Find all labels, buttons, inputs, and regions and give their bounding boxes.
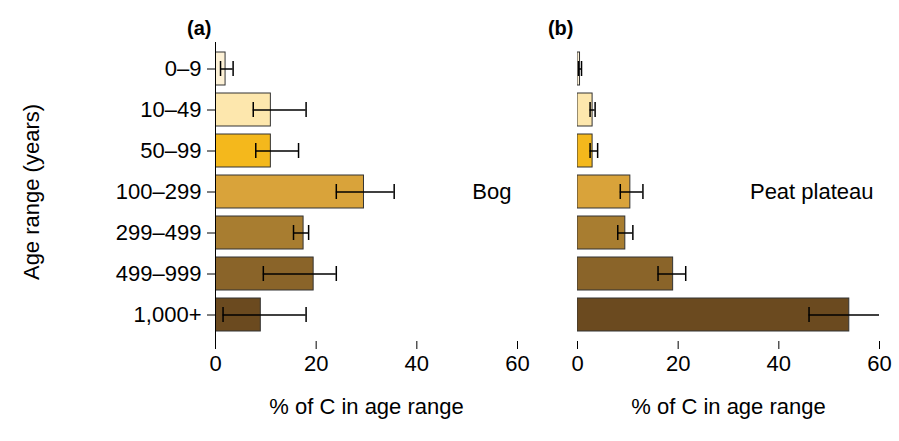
svg-text:60: 60 (505, 351, 529, 376)
svg-text:1,000+: 1,000+ (134, 302, 202, 327)
svg-text:100–299: 100–299 (116, 179, 202, 204)
svg-text:40: 40 (405, 351, 429, 376)
svg-text:Age range (years): Age range (years) (19, 104, 44, 280)
svg-text:499–999: 499–999 (116, 261, 202, 286)
svg-text:0: 0 (209, 351, 221, 376)
svg-text:299–499: 299–499 (116, 220, 202, 245)
svg-text:40: 40 (767, 351, 791, 376)
svg-text:60: 60 (867, 351, 891, 376)
svg-text:0: 0 (571, 351, 583, 376)
svg-text:0–9: 0–9 (165, 56, 202, 81)
svg-text:50–99: 50–99 (140, 138, 201, 163)
svg-text:Bog: Bog (472, 179, 511, 204)
svg-text:20: 20 (304, 351, 328, 376)
svg-text:Peat plateau: Peat plateau (750, 179, 874, 204)
svg-text:% of C in age range: % of C in age range (631, 394, 825, 419)
svg-text:(a): (a) (187, 17, 211, 39)
svg-text:(b): (b) (548, 17, 574, 39)
svg-text:20: 20 (666, 351, 690, 376)
svg-text:10–49: 10–49 (140, 97, 201, 122)
svg-text:% of C in age range: % of C in age range (269, 394, 463, 419)
